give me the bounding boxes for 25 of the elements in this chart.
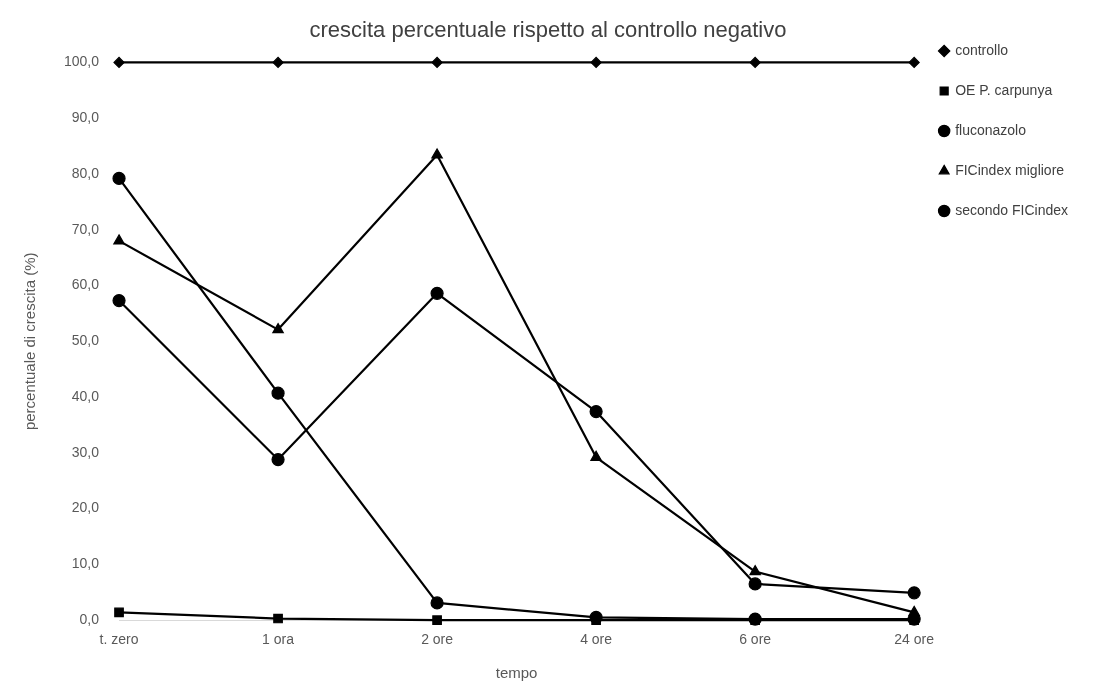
- x-axis-title: tempo: [495, 664, 538, 682]
- y-axis-title: percentuale di crescita (%): [21, 252, 39, 431]
- y-tick-label: 60,0: [71, 276, 100, 293]
- y-tick-label: 0,0: [79, 611, 100, 628]
- legend-label: fluconazolo: [955, 121, 1027, 138]
- x-tick-label: t. zero: [99, 631, 139, 648]
- legend-label: FICindex migliore: [955, 161, 1065, 178]
- y-tick-label: 100,0: [63, 53, 100, 70]
- y-tick-label: 90,0: [71, 109, 100, 126]
- chart-title: crescita percentuale rispetto al controllo negativo: [309, 17, 787, 43]
- legend-label: controllo: [955, 41, 1009, 58]
- y-tick-label: 50,0: [71, 332, 100, 349]
- legend-label: secondo FICindex: [955, 201, 1068, 218]
- y-tick-label: 80,0: [71, 164, 100, 181]
- y-tick-label: 40,0: [71, 387, 100, 404]
- y-tick-label: 70,0: [71, 220, 100, 237]
- x-tick-label: 24 ore: [894, 631, 935, 648]
- y-tick-label: 30,0: [71, 443, 100, 460]
- legend-label: OE P. carpunya: [955, 81, 1053, 98]
- y-tick-label: 10,0: [71, 555, 100, 572]
- x-tick-label: 1 ora: [262, 631, 295, 648]
- y-tick-label: 20,0: [71, 499, 100, 516]
- x-tick-label: 2 ore: [421, 631, 454, 648]
- x-tick-label: 4 ore: [580, 631, 613, 648]
- x-tick-label: 6 ore: [739, 631, 772, 648]
